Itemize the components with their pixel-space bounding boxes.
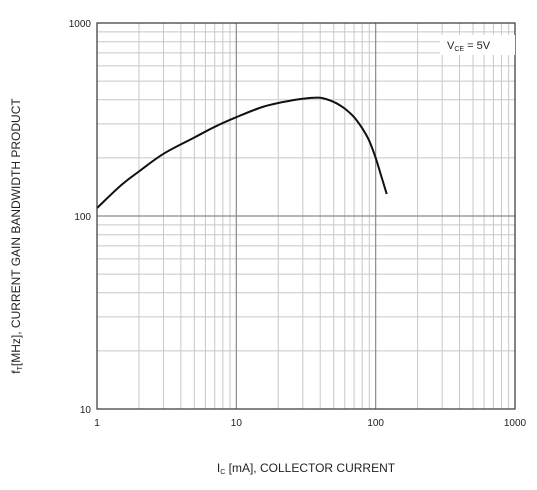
x-axis-title: IC [mA], COLLECTOR CURRENT xyxy=(217,461,396,476)
x-tick-label: 10 xyxy=(231,418,243,429)
curve-layer xyxy=(96,96,388,209)
plot-frame xyxy=(96,22,516,410)
grid-major xyxy=(97,23,515,409)
x-tick-label: 100 xyxy=(367,418,384,429)
y-axis-title: fT[MHz], CURRENT GAIN BANDWIDTH PRODUCT xyxy=(9,98,24,374)
x-tick-label: 1000 xyxy=(504,418,527,429)
y-tick-label: 100 xyxy=(74,212,91,223)
y-tick-label: 1000 xyxy=(69,19,92,30)
series-line-ft xyxy=(96,96,388,209)
y-tick-label: 10 xyxy=(80,405,92,416)
annotation-vce: VCE = 5V xyxy=(447,40,491,53)
x-tick-labels: 1 10 100 1000 xyxy=(94,418,526,429)
x-tick-label: 1 xyxy=(94,418,100,429)
y-tick-labels: 10 100 1000 xyxy=(69,19,92,416)
annotation-box xyxy=(440,35,515,55)
